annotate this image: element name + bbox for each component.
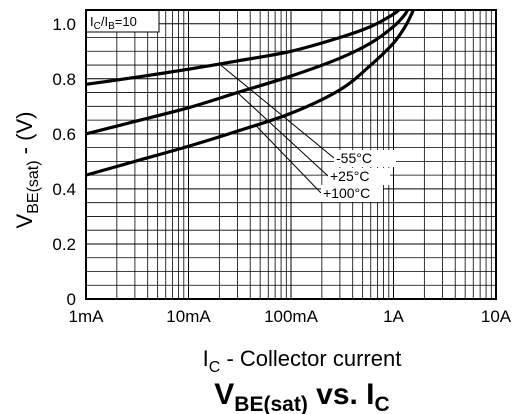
y-axis-title: VBE(sat) - (V) (12, 112, 42, 229)
series-labels: -55°C +25°C+100°C (321, 150, 396, 202)
series-leader-line (237, 92, 329, 177)
series-label-background (321, 185, 383, 202)
x-tick-label: 100mA (264, 307, 319, 326)
x-tick-label: 1mA (69, 307, 105, 326)
series-line (86, 10, 410, 136)
x-tick-label: 10mA (166, 307, 211, 326)
condition-label: IC/IB=10 (90, 14, 137, 32)
series-label-background (328, 168, 390, 185)
y-tick-label: 0.2 (52, 235, 76, 254)
plot-frame (85, 9, 497, 300)
series-leader-line (255, 124, 322, 194)
series-label: +25°C (330, 168, 369, 184)
x-axis-title: IC - Collector current (203, 346, 402, 376)
chart-title: VBE(sat) vs. IC (214, 378, 389, 414)
series-label-background (334, 150, 396, 167)
x-tick-label: 1A (383, 307, 404, 326)
y-tick-label: 0 (67, 290, 76, 309)
series-label: +100°C (323, 185, 370, 201)
y-tick-label: 0.6 (52, 125, 76, 144)
series-leader-lines (219, 63, 335, 194)
x-tick-labels: 1mA 10mA 100mA 1A 10A (69, 307, 512, 326)
y-tick-label: 0.8 (52, 70, 76, 89)
series-line (86, 10, 416, 177)
series-curves (86, 10, 416, 177)
series-leader-line (219, 63, 335, 159)
series-line (86, 10, 402, 86)
y-tick-labels: 0 0.2 0.4 0.6 0.8 1.0 (52, 15, 76, 309)
y-tick-label: 1.0 (52, 15, 76, 34)
x-tick-label: 10A (481, 307, 512, 326)
series-label: -55°C (336, 150, 372, 166)
y-tick-label: 0.4 (52, 180, 76, 199)
